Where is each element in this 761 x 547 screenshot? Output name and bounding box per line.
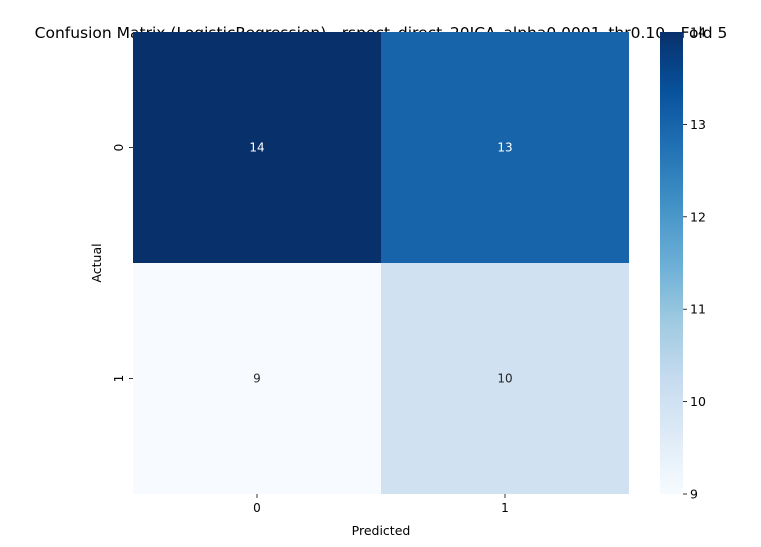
colorbar (660, 32, 683, 494)
heatmap-cells (133, 32, 629, 494)
x-tick-label: 1 (501, 501, 509, 515)
cell-value-r1-c1: 10 (497, 372, 512, 386)
heatmap-cell-r1-c0 (133, 263, 381, 494)
heatmap-cell-labels: 14 13 9 10 (249, 141, 512, 386)
colorbar-tick-label: 13 (690, 117, 706, 132)
cell-value-r1-c0: 9 (253, 372, 261, 386)
y-tick-label: 1 (112, 375, 126, 383)
y-axis-label: Actual (89, 243, 104, 282)
x-tick-label: 0 (253, 501, 261, 515)
heatmap-cell-r1-c1 (381, 263, 629, 494)
cell-value-r0-c1: 13 (497, 141, 512, 155)
y-axis-ticks: 01 (112, 144, 133, 383)
colorbar-tick-label: 11 (690, 302, 706, 317)
x-axis-label: Predicted (352, 523, 411, 538)
colorbar-tick-label: 14 (690, 25, 706, 40)
colorbar-tick-label: 10 (690, 394, 706, 409)
colorbar-tick-label: 9 (690, 487, 698, 502)
y-tick-label: 0 (112, 144, 126, 152)
cell-value-r0-c0: 14 (249, 141, 264, 155)
heatmap-cell-r0-c0 (133, 32, 381, 263)
heatmap-cell-r0-c1 (381, 32, 629, 263)
colorbar-ticks: 9 10 11 12 13 14 (683, 25, 706, 502)
colorbar-tick-label: 12 (690, 209, 706, 224)
